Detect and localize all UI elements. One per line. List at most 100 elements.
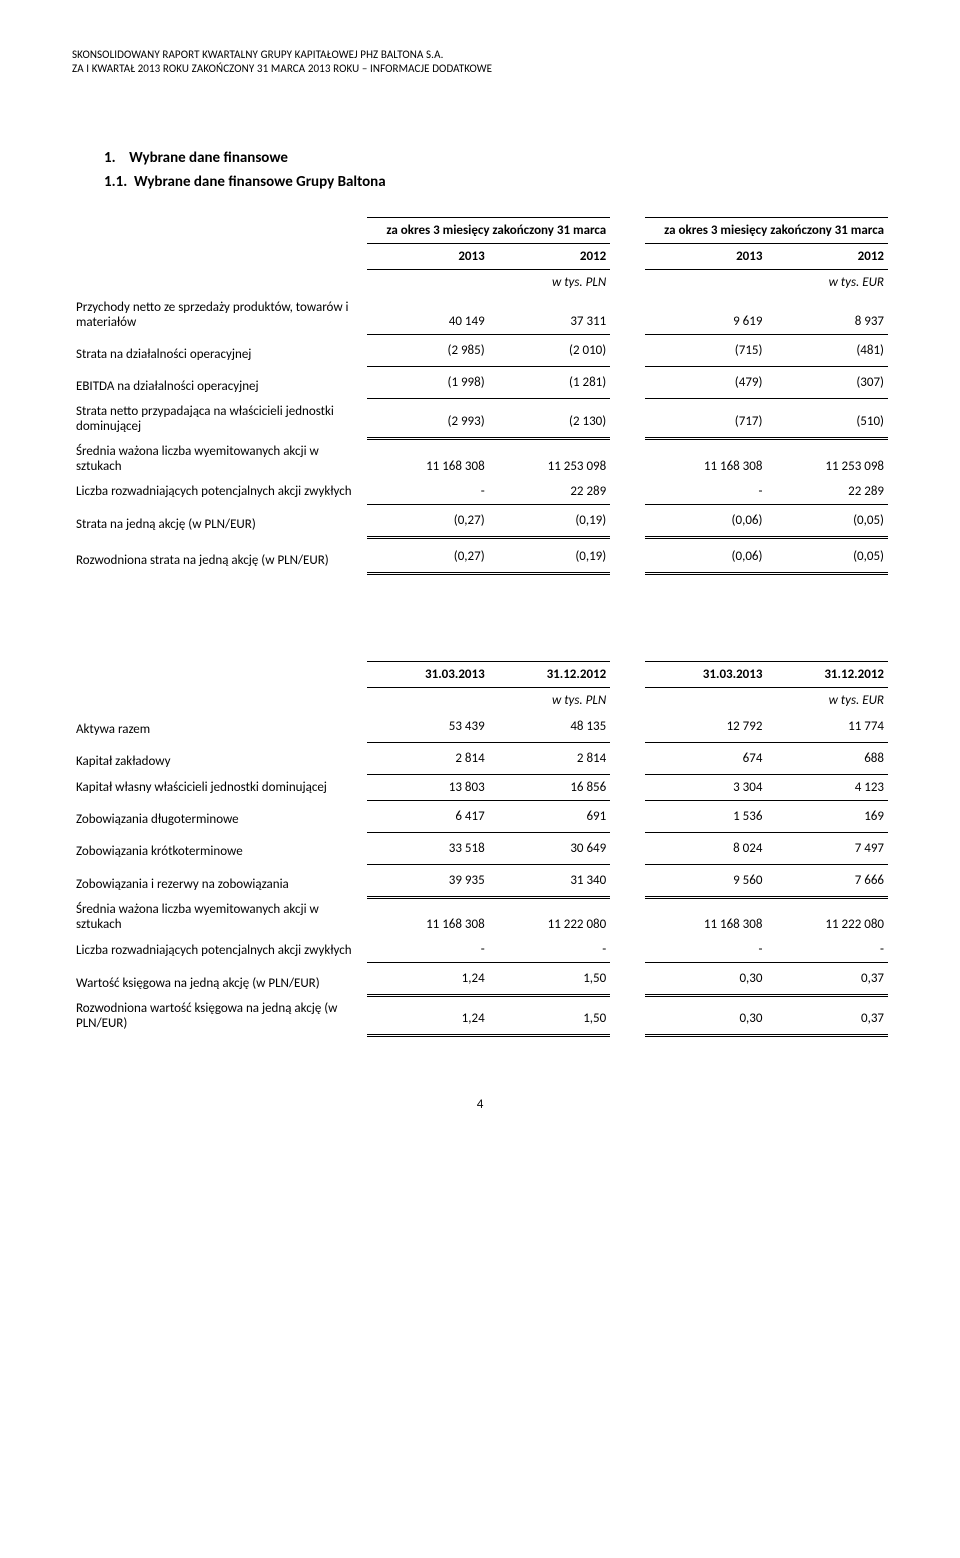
cell: 37 311	[489, 295, 611, 335]
cell: 40 149	[367, 295, 489, 335]
financial-table-1: za okres 3 miesięcy zakończony 31 marca …	[72, 217, 888, 575]
row-label: Aktywa razem	[72, 713, 367, 743]
cell: 11 222 080	[489, 897, 611, 937]
year-col-4: 2012	[766, 243, 888, 269]
unit-pln-2: w tys. PLN	[367, 687, 610, 713]
cell: 688	[766, 742, 888, 774]
cell: 0,37	[766, 963, 888, 996]
cell: 11 253 098	[489, 439, 611, 479]
cell: 30 649	[489, 832, 611, 864]
cell: (1 281)	[489, 367, 611, 399]
cell: 1,24	[367, 996, 489, 1036]
page-number: 4	[72, 1097, 888, 1112]
cell: (0,27)	[367, 537, 489, 573]
cell: 13 803	[367, 774, 489, 800]
cell: 53 439	[367, 713, 489, 743]
cell: (2 993)	[367, 399, 489, 439]
cell: 1,50	[489, 963, 611, 996]
section-heading: 1. Wybrane dane finansowe	[104, 149, 888, 167]
cell: -	[367, 937, 489, 963]
cell: 8 937	[766, 295, 888, 335]
cell: 9 619	[645, 295, 767, 335]
cell: 2 814	[367, 742, 489, 774]
cell: (0,19)	[489, 504, 611, 537]
row-label: Strata na działalności operacyjnej	[72, 335, 367, 367]
year-col-3: 2013	[645, 243, 767, 269]
cell: (1 998)	[367, 367, 489, 399]
cell: 11 774	[766, 713, 888, 743]
document-header: SKONSOLIDOWANY RAPORT KWARTALNY GRUPY KA…	[72, 48, 888, 77]
cell: -	[645, 479, 767, 505]
cell: (307)	[766, 367, 888, 399]
cell: (481)	[766, 335, 888, 367]
row-label: Zobowiązania i rezerwy na zobowiązania	[72, 864, 367, 897]
financial-table-2: 31.03.2013 31.12.2012 31.03.2013 31.12.2…	[72, 661, 888, 1038]
cell: 7 666	[766, 864, 888, 897]
cell: -	[766, 937, 888, 963]
cell: (0,06)	[645, 537, 767, 573]
row-label: Rozwodniona strata na jedną akcję (w PLN…	[72, 537, 367, 573]
period-label-eur: za okres 3 miesięcy zakończony 31 marca	[645, 217, 888, 243]
unit-eur-2: w tys. EUR	[645, 687, 888, 713]
row-label: Liczba rozwadniających potencjalnych akc…	[72, 937, 367, 963]
row-label: Kapitał zakładowy	[72, 742, 367, 774]
header-line-2: ZA I KWARTAŁ 2013 ROKU ZAKOŃCZONY 31 MAR…	[72, 62, 888, 76]
cell: (0,19)	[489, 537, 611, 573]
year-col-1: 2013	[367, 243, 489, 269]
cell: (479)	[645, 367, 767, 399]
date-col-2: 31.12.2012	[489, 661, 611, 687]
cell: (0,27)	[367, 504, 489, 537]
cell: 674	[645, 742, 767, 774]
row-label: Zobowiązania krótkoterminowe	[72, 832, 367, 864]
cell: (510)	[766, 399, 888, 439]
cell: (0,05)	[766, 537, 888, 573]
cell: 7 497	[766, 832, 888, 864]
row-label: Strata netto przypadająca na właścicieli…	[72, 399, 367, 439]
cell: 9 560	[645, 864, 767, 897]
row-label: Kapitał własny właścicieli jednostki dom…	[72, 774, 367, 800]
cell: 48 135	[489, 713, 611, 743]
cell: 11 168 308	[645, 897, 767, 937]
date-col-4: 31.12.2012	[766, 661, 888, 687]
row-label: Wartość księgowa na jedną akcję (w PLN/E…	[72, 963, 367, 996]
subsection-heading: 1.1. Wybrane dane finansowe Grupy Balton…	[104, 173, 888, 191]
cell: (715)	[645, 335, 767, 367]
cell: 2 814	[489, 742, 611, 774]
cell: 1 536	[645, 800, 767, 832]
cell: (2 985)	[367, 335, 489, 367]
row-label: Przychody netto ze sprzedaży produktów, …	[72, 295, 367, 335]
year-col-2: 2012	[489, 243, 611, 269]
cell: (717)	[645, 399, 767, 439]
row-label: Średnia ważona liczba wyemitowanych akcj…	[72, 897, 367, 937]
cell: 11 222 080	[766, 897, 888, 937]
cell: 4 123	[766, 774, 888, 800]
cell: (0,06)	[645, 504, 767, 537]
cell: 8 024	[645, 832, 767, 864]
header-line-1: SKONSOLIDOWANY RAPORT KWARTALNY GRUPY KA…	[72, 48, 888, 62]
cell: 11 253 098	[766, 439, 888, 479]
row-label: EBITDA na działalności operacyjnej	[72, 367, 367, 399]
cell: -	[489, 937, 611, 963]
cell: 3 304	[645, 774, 767, 800]
date-col-1: 31.03.2013	[367, 661, 489, 687]
cell: 0,30	[645, 996, 767, 1036]
cell: -	[645, 937, 767, 963]
cell: 6 417	[367, 800, 489, 832]
cell: (0,05)	[766, 504, 888, 537]
row-label: Zobowiązania długoterminowe	[72, 800, 367, 832]
cell: 39 935	[367, 864, 489, 897]
cell: 0,37	[766, 996, 888, 1036]
row-label: Średnia ważona liczba wyemitowanych akcj…	[72, 439, 367, 479]
cell: 12 792	[645, 713, 767, 743]
unit-pln: w tys. PLN	[367, 269, 610, 295]
date-col-3: 31.03.2013	[645, 661, 767, 687]
cell: (2 010)	[489, 335, 611, 367]
cell: 691	[489, 800, 611, 832]
cell: 0,30	[645, 963, 767, 996]
cell: 22 289	[489, 479, 611, 505]
cell: 11 168 308	[645, 439, 767, 479]
cell: 31 340	[489, 864, 611, 897]
cell: 22 289	[766, 479, 888, 505]
cell: -	[367, 479, 489, 505]
cell: 11 168 308	[367, 439, 489, 479]
